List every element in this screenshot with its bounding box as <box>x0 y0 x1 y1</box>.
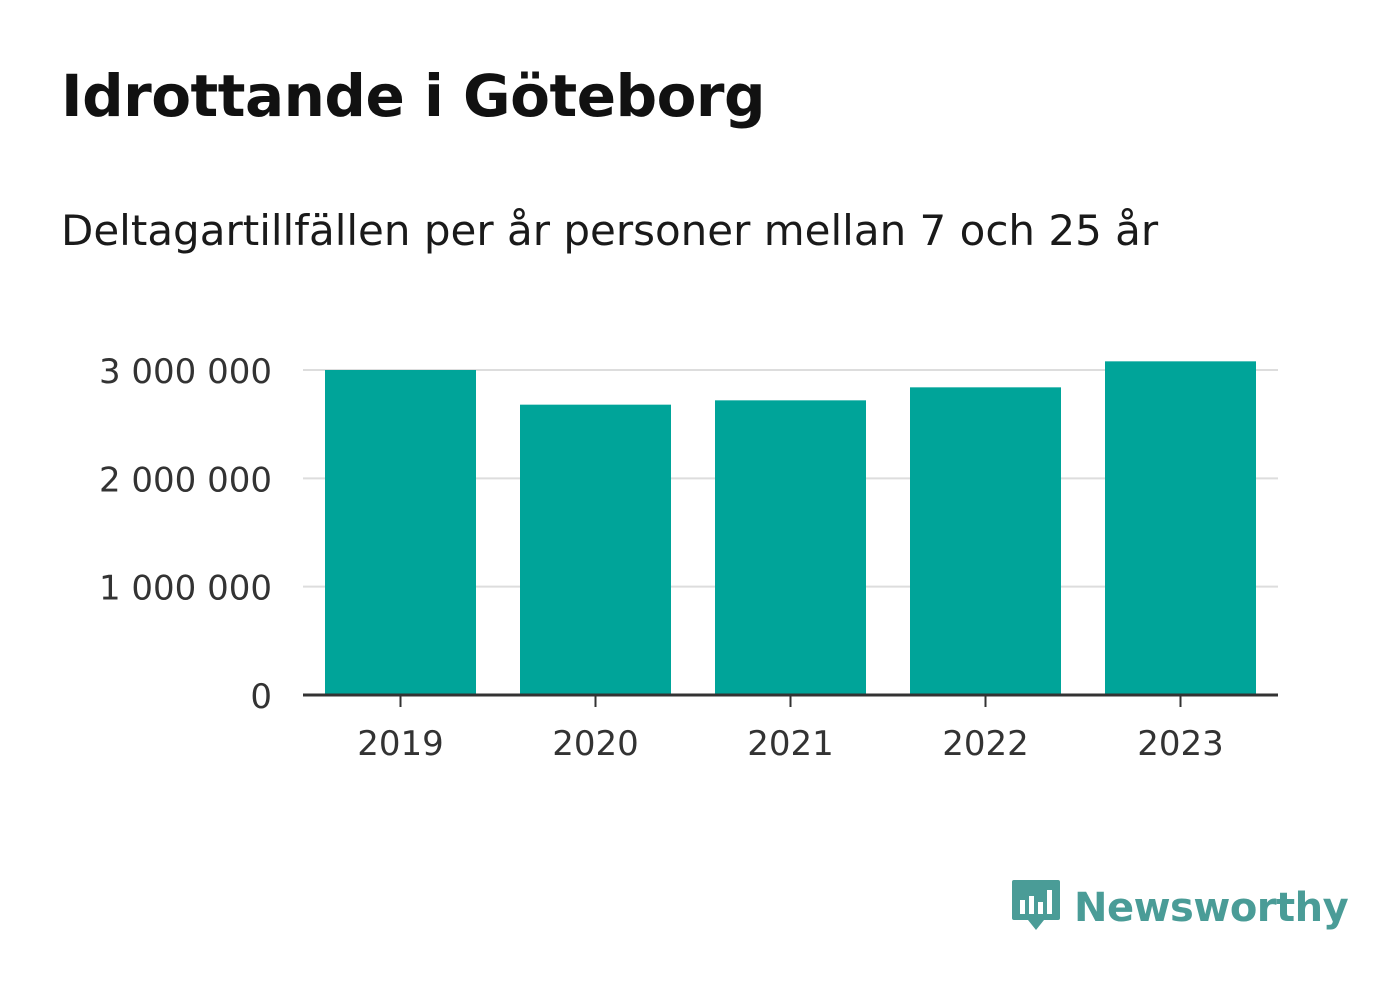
bar-2020 <box>520 404 671 695</box>
x-tick-label: 2022 <box>942 724 1029 764</box>
bar-2021 <box>715 400 866 695</box>
y-tick-label: 3 000 000 <box>99 352 272 392</box>
brand-name: Newsworthy <box>1074 885 1349 931</box>
bar-2022 <box>910 387 1061 695</box>
y-axis-ticks: 0 1 000 000 2 000 000 3 000 000 <box>99 352 272 717</box>
x-tick-label: 2023 <box>1137 724 1224 764</box>
chart-subtitle: Deltagartillfällen per år personer mella… <box>61 206 1159 255</box>
y-tick-label: 1 000 000 <box>99 569 272 609</box>
bar-2023 <box>1105 361 1256 695</box>
x-tick-label: 2020 <box>552 724 639 764</box>
bars <box>325 361 1256 695</box>
newsworthy-logo-icon <box>1012 880 1060 930</box>
x-tick-label: 2021 <box>747 724 834 764</box>
x-tick-label: 2019 <box>357 724 444 764</box>
bar-2019 <box>325 370 476 695</box>
y-tick-label: 2 000 000 <box>99 460 272 500</box>
x-axis-ticks: 2019 2020 2021 2022 2023 <box>357 695 1224 764</box>
chart-title: Idrottande i Göteborg <box>61 62 766 130</box>
brand-logo: Newsworthy <box>1010 878 1349 938</box>
y-tick-label: 0 <box>250 677 272 717</box>
